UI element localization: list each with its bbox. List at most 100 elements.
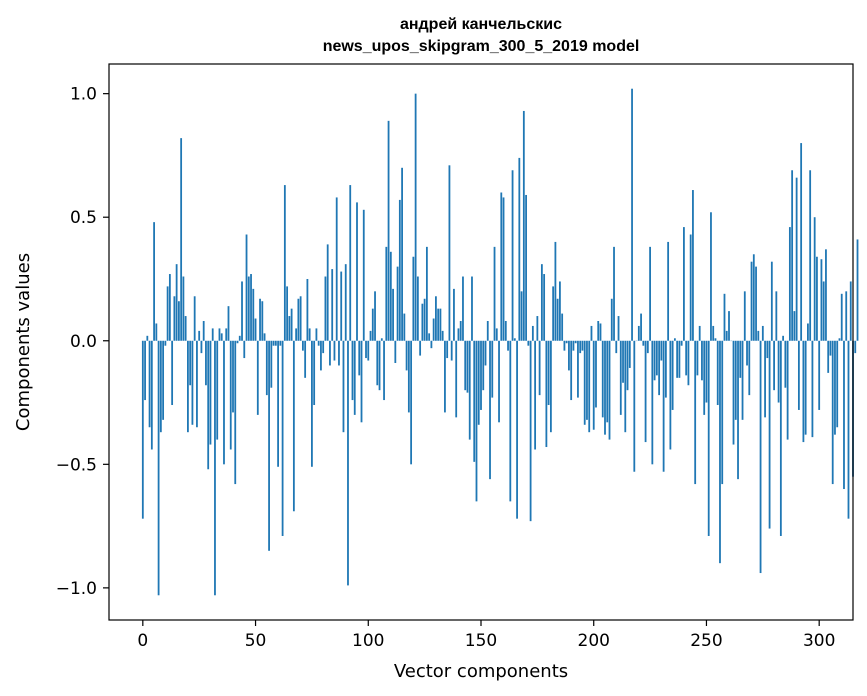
bar bbox=[385, 246, 388, 341]
bar bbox=[520, 291, 523, 341]
bar bbox=[486, 321, 489, 341]
bar bbox=[685, 340, 688, 376]
bar bbox=[270, 340, 273, 388]
bar bbox=[619, 340, 622, 415]
bar bbox=[254, 318, 257, 341]
bar bbox=[518, 157, 521, 341]
bar bbox=[698, 325, 701, 341]
bar bbox=[707, 340, 710, 536]
bar bbox=[725, 330, 728, 341]
bar bbox=[633, 340, 636, 472]
bar bbox=[692, 190, 694, 341]
bar bbox=[689, 234, 692, 341]
bar bbox=[678, 340, 681, 378]
bar bbox=[157, 340, 160, 596]
bar bbox=[283, 185, 286, 341]
bar bbox=[507, 340, 509, 351]
x-tick-label: 100 bbox=[352, 631, 384, 651]
bar bbox=[653, 340, 656, 381]
bar bbox=[809, 170, 812, 341]
bar bbox=[200, 340, 203, 354]
bar bbox=[721, 340, 724, 485]
bar bbox=[531, 325, 534, 341]
bar bbox=[640, 313, 642, 341]
bar bbox=[622, 340, 624, 383]
bar bbox=[739, 340, 742, 378]
bar bbox=[793, 311, 796, 341]
bar bbox=[777, 340, 780, 403]
bar bbox=[439, 308, 442, 341]
bar bbox=[198, 330, 201, 341]
bar bbox=[166, 286, 169, 341]
bar bbox=[509, 340, 512, 502]
bar bbox=[202, 321, 205, 341]
bar bbox=[536, 316, 539, 341]
bar bbox=[775, 291, 778, 341]
bar bbox=[394, 340, 397, 363]
bar bbox=[141, 340, 144, 519]
bar bbox=[326, 244, 329, 341]
bar bbox=[455, 340, 458, 418]
bar bbox=[398, 199, 401, 341]
bar bbox=[234, 340, 237, 485]
bar bbox=[466, 340, 469, 393]
bar bbox=[396, 266, 399, 341]
bar bbox=[540, 264, 543, 341]
bar bbox=[435, 296, 437, 341]
bar bbox=[764, 340, 766, 418]
bar bbox=[477, 340, 480, 425]
bar bbox=[613, 246, 615, 341]
bar bbox=[155, 323, 158, 341]
bar bbox=[631, 88, 633, 341]
bar bbox=[522, 110, 525, 341]
x-tick-label: 150 bbox=[465, 631, 497, 651]
bar bbox=[511, 170, 514, 341]
bar bbox=[214, 340, 216, 596]
bar bbox=[816, 256, 818, 341]
bar bbox=[462, 276, 464, 341]
bar bbox=[229, 340, 232, 450]
bar bbox=[144, 340, 146, 401]
bar bbox=[610, 298, 613, 341]
bar bbox=[333, 340, 336, 361]
bar bbox=[549, 340, 552, 433]
bar bbox=[838, 338, 841, 341]
bar bbox=[356, 202, 358, 341]
bar bbox=[676, 340, 679, 378]
bar bbox=[741, 340, 744, 420]
bar bbox=[680, 340, 683, 346]
bar bbox=[856, 239, 859, 341]
bar bbox=[628, 340, 631, 368]
bar bbox=[288, 316, 291, 341]
bar bbox=[444, 340, 446, 413]
bar bbox=[491, 340, 494, 398]
bar bbox=[441, 330, 444, 341]
bar bbox=[574, 340, 577, 344]
bar bbox=[502, 197, 505, 341]
bar bbox=[448, 165, 451, 341]
x-tick-label: 250 bbox=[690, 631, 722, 651]
bar bbox=[387, 120, 390, 341]
bar bbox=[489, 340, 491, 480]
x-axis-label: Vector components bbox=[394, 661, 568, 682]
bar bbox=[322, 340, 325, 354]
y-tick-label: 0.0 bbox=[70, 332, 97, 352]
bar bbox=[236, 340, 239, 344]
bar bbox=[728, 311, 730, 341]
bar bbox=[782, 335, 785, 341]
bar bbox=[175, 264, 178, 341]
bar bbox=[252, 288, 255, 341]
bars-group bbox=[141, 88, 859, 596]
bar bbox=[683, 227, 685, 341]
y-tick-label: 1.0 bbox=[70, 85, 97, 105]
bar bbox=[773, 340, 775, 391]
bar bbox=[378, 340, 381, 391]
bar bbox=[180, 138, 183, 341]
bar bbox=[543, 274, 546, 341]
bar bbox=[563, 340, 566, 351]
bar bbox=[367, 340, 370, 361]
y-tick-label: 0.5 bbox=[70, 208, 97, 228]
bar bbox=[308, 328, 311, 341]
bar bbox=[570, 340, 573, 401]
